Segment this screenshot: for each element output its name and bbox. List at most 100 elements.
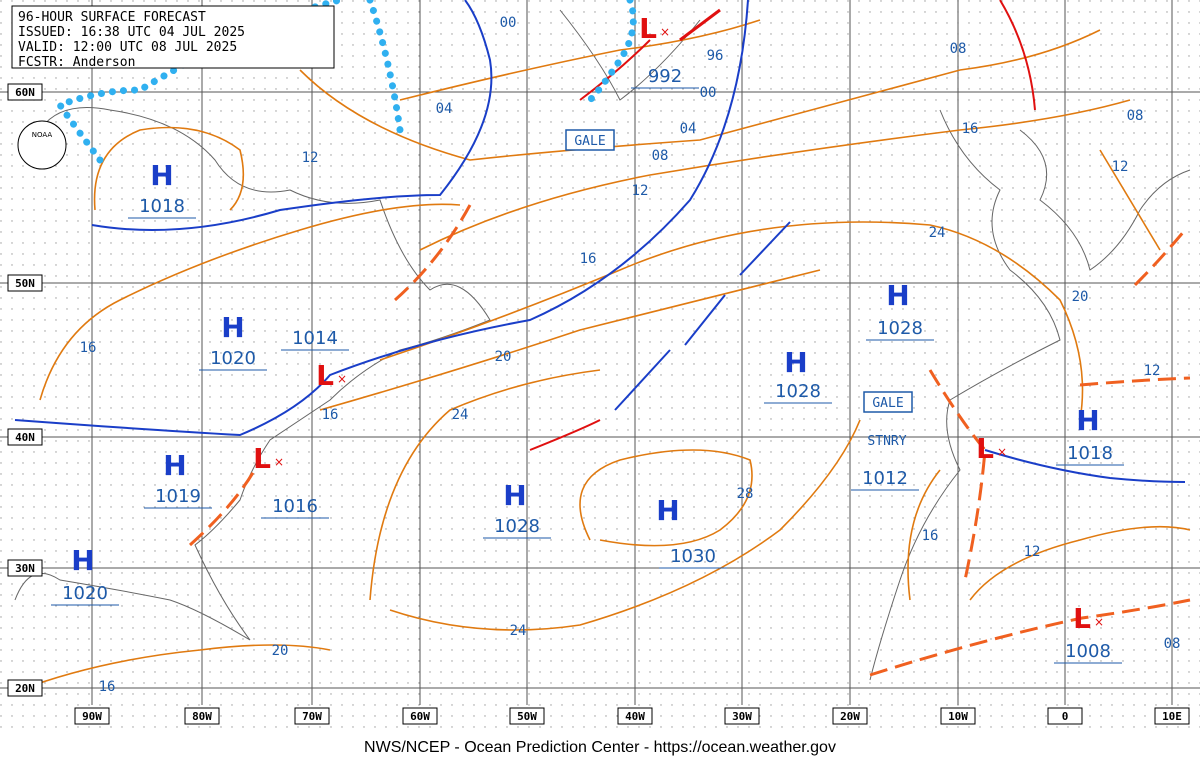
isobar-label: 16	[580, 251, 597, 267]
low-center: ×	[660, 25, 670, 39]
lon-label: 70W	[302, 710, 322, 723]
isobar-label: 08	[652, 148, 669, 164]
low-symbol: L	[1073, 602, 1091, 635]
graticule	[0, 0, 1200, 705]
lat-label: 20N	[15, 682, 35, 695]
low-symbol: L	[253, 442, 271, 475]
low-symbol: L	[316, 359, 334, 392]
high-symbol: H	[221, 311, 244, 344]
low-pressure: 1016	[272, 496, 318, 517]
isobar-label: 20	[1072, 289, 1089, 305]
isobar-label: 12	[1144, 363, 1161, 379]
header-line: 96-HOUR SURFACE FORECAST	[18, 10, 206, 25]
isobar-label: 04	[436, 101, 453, 117]
lat-label-box	[7, 274, 43, 292]
lon-label: 40W	[625, 710, 645, 723]
low-center: ×	[274, 455, 284, 469]
logo	[17, 120, 67, 170]
high-symbol: H	[71, 544, 94, 577]
header-line: ISSUED: 16:38 UTC 04 JUL 2025	[18, 25, 245, 40]
isobar-label: 16	[962, 121, 979, 137]
lon-label: 30W	[732, 710, 752, 723]
annotation: GALE	[574, 134, 605, 149]
lon-label: 10E	[1162, 710, 1182, 723]
lon-label: 20W	[840, 710, 860, 723]
annotation: GALE	[872, 396, 903, 411]
high-symbol: H	[163, 449, 186, 482]
high-symbol: H	[656, 494, 679, 527]
lon-label-box	[74, 707, 110, 725]
isobar-label: 12	[302, 150, 319, 166]
high-symbol: H	[886, 279, 909, 312]
high-pressure: 1019	[155, 486, 201, 507]
isobar-label: 08	[1127, 108, 1144, 124]
isobar-label: 12	[1112, 159, 1129, 175]
lat-label: 50N	[15, 277, 35, 290]
isobar-label: 24	[452, 407, 469, 423]
low-center: ×	[997, 445, 1007, 459]
lon-label-box	[402, 707, 438, 725]
ice-edge	[54, 0, 637, 164]
high-pressure: 1028	[775, 381, 821, 402]
warning-box	[565, 129, 615, 151]
lon-label: 80W	[192, 710, 212, 723]
lat-label-box	[7, 428, 43, 446]
lon-label-box	[832, 707, 868, 725]
low-pressure: 1008	[1065, 641, 1111, 662]
low-center: ×	[1094, 615, 1104, 629]
isobar-label: 20	[495, 349, 512, 365]
low-pressure: 1014	[292, 328, 338, 349]
high-symbol: H	[150, 159, 173, 192]
lon-label-box	[184, 707, 220, 725]
low-center: ×	[337, 372, 347, 386]
isobar-label: 16	[99, 679, 116, 695]
lat-label-box	[7, 83, 43, 101]
warning-box	[863, 391, 913, 413]
low-pressure: 992	[648, 66, 682, 87]
isobars	[19, 19, 1191, 691]
isobar-label: 96	[707, 48, 724, 64]
lon-label: 0	[1062, 710, 1069, 723]
lon-label: 50W	[517, 710, 537, 723]
isobar-label: 00	[500, 15, 517, 31]
lon-label-box	[1047, 707, 1083, 725]
isobar-label: 08	[950, 41, 967, 57]
high-pressure: 1028	[877, 318, 923, 339]
lon-label-box	[509, 707, 545, 725]
troughs	[188, 204, 1191, 677]
lat-label-box	[7, 559, 43, 577]
isobar-label: 12	[1024, 544, 1041, 560]
lat-label: 60N	[15, 86, 35, 99]
isobar-label: 12	[632, 183, 649, 199]
high-pressure: 1028	[494, 516, 540, 537]
isobar-label: 16	[922, 528, 939, 544]
isobar-label: 20	[272, 643, 289, 659]
isobar-label: 08	[1164, 636, 1181, 652]
high-symbol: H	[784, 346, 807, 379]
footer-band	[0, 730, 1200, 764]
high-symbol: H	[1076, 404, 1099, 437]
header-line: VALID: 12:00 UTC 08 JUL 2025	[18, 40, 237, 55]
lon-label-box	[1154, 707, 1190, 725]
logo-text: NOAA	[32, 131, 53, 139]
isobar-label: 24	[510, 623, 527, 639]
header-line: FCSTR: Anderson	[18, 55, 135, 70]
high-pressure: 1018	[139, 196, 185, 217]
low-symbol: L	[639, 12, 657, 45]
lat-label: 40N	[15, 431, 35, 444]
high-pressure: 1020	[62, 583, 108, 604]
isobar-label: 28	[737, 486, 754, 502]
high-symbol: H	[503, 479, 526, 512]
lon-label: 60W	[410, 710, 430, 723]
high-pressure: 1020	[210, 348, 256, 369]
low-symbol: L	[976, 432, 994, 465]
fronts	[14, 0, 1186, 483]
isobar-label: 04	[680, 121, 697, 137]
footer: NWS/NCEP - Ocean Prediction Center - htt…	[364, 739, 836, 756]
map-background	[0, 0, 1200, 730]
isobar-label: 00	[700, 85, 717, 101]
lon-label-box	[294, 707, 330, 725]
lon-label: 10W	[948, 710, 968, 723]
high-pressure: 1018	[1067, 443, 1113, 464]
